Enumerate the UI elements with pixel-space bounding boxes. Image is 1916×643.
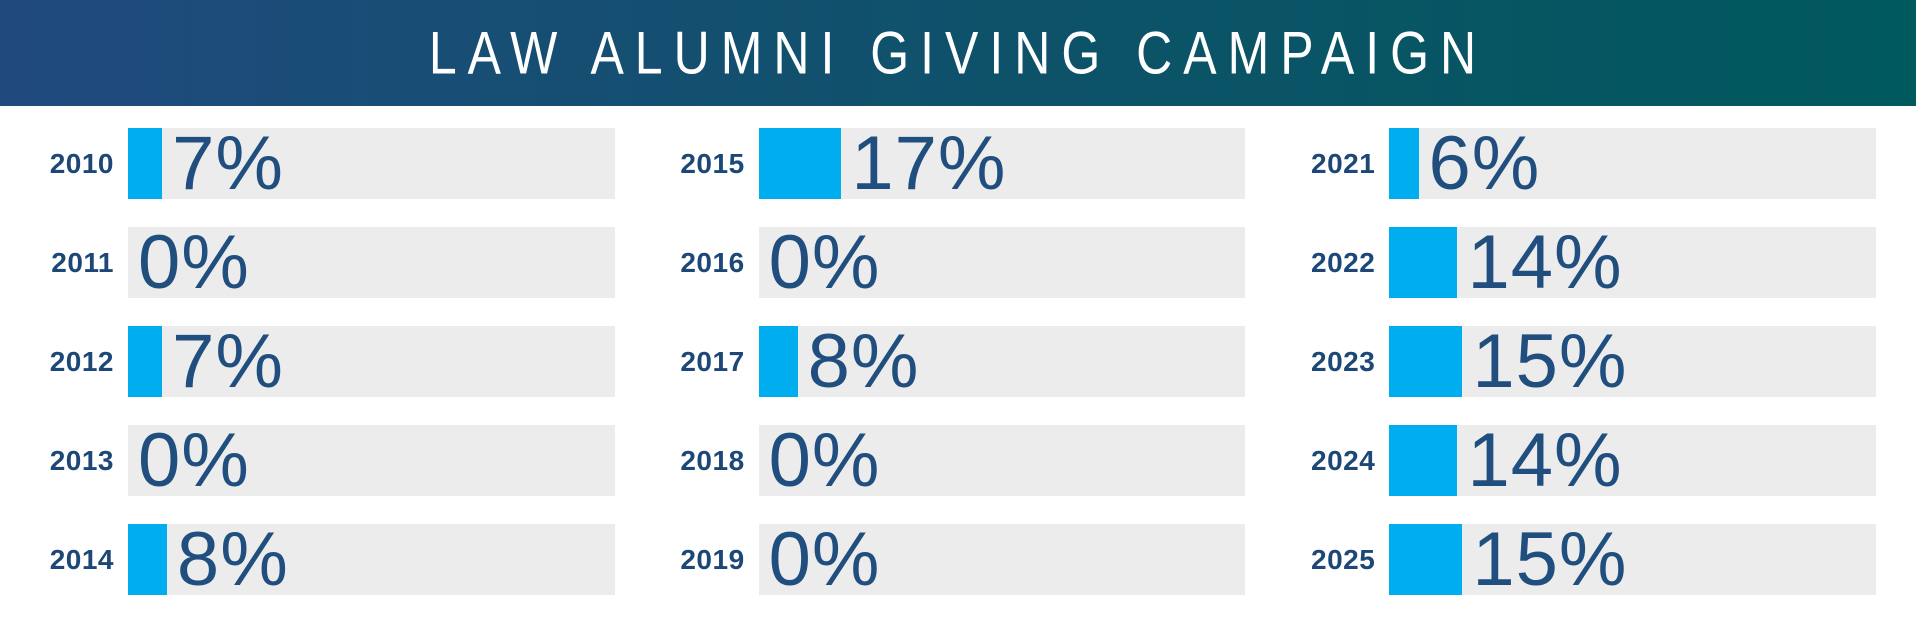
bar-fill [128, 524, 167, 595]
percent-label: 0% [138, 417, 250, 503]
year-label: 2023 [1311, 345, 1376, 377]
bar-track: 14% [1389, 417, 1876, 503]
percent-label: 14% [1467, 219, 1623, 305]
bar-row: 2023 15% [1301, 318, 1876, 404]
year-label: 2016 [680, 246, 745, 278]
percent-label: 15% [1472, 318, 1628, 404]
bar-fill [1389, 425, 1458, 496]
percent-label: 17% [851, 120, 1007, 206]
year-label: 2019 [680, 543, 745, 575]
year-label: 2013 [49, 444, 114, 476]
percent-label: 0% [768, 219, 881, 305]
bar-row: 2019 0% [671, 516, 1246, 602]
header-banner: LAW ALUMNI GIVING CAMPAIGN [0, 0, 1916, 106]
bar-track: 0% [758, 219, 1246, 305]
bar-track: 15% [1389, 516, 1876, 602]
bar-track: 8% [128, 516, 615, 602]
year-label: 2015 [680, 147, 745, 179]
percent-label: 6% [1428, 120, 1541, 206]
percent-label: 14% [1467, 417, 1623, 503]
year-label: 2014 [49, 543, 114, 575]
bar-row: 2018 0% [671, 417, 1246, 503]
bar-track: 6% [1389, 120, 1876, 206]
percent-label: 8% [176, 516, 289, 602]
bar-track: 0% [758, 516, 1246, 602]
percent-label: 7% [172, 120, 284, 206]
chart-column: 2010 7% 2011 0% 2012 7% 2013 0% 2014 8% [40, 120, 615, 623]
bar-fill [128, 326, 163, 397]
bar-row: 2014 8% [40, 516, 615, 602]
bar-fill [1389, 524, 1463, 595]
bar-track: 17% [758, 120, 1246, 206]
infographic: LAW ALUMNI GIVING CAMPAIGN 2010 7% 2011 … [0, 0, 1916, 623]
bar-track: 0% [758, 417, 1246, 503]
bar-row: 2022 14% [1301, 219, 1876, 305]
bar-row: 2016 0% [671, 219, 1246, 305]
bar-row: 2013 0% [40, 417, 615, 503]
percent-label: 0% [768, 516, 881, 602]
bar-track: 14% [1389, 219, 1876, 305]
bar-row: 2021 6% [1301, 120, 1876, 206]
page-title: LAW ALUMNI GIVING CAMPAIGN [428, 19, 1488, 87]
chart-area: 2010 7% 2011 0% 2012 7% 2013 0% 2014 8% [0, 106, 1916, 623]
bar-row: 2010 7% [40, 120, 615, 206]
percent-label: 0% [768, 417, 881, 503]
chart-column: 2015 17% 2016 0% 2017 8% 2018 0% 2019 0% [671, 120, 1246, 623]
bar-track: 0% [128, 219, 615, 305]
bar-row: 2011 0% [40, 219, 615, 305]
year-label: 2025 [1311, 543, 1376, 575]
year-label: 2018 [680, 444, 745, 476]
bar-fill [128, 128, 163, 199]
bar-row: 2024 14% [1301, 417, 1876, 503]
bar-fill [758, 326, 798, 397]
bar-track: 15% [1389, 318, 1876, 404]
percent-label: 15% [1472, 516, 1628, 602]
bar-fill [758, 128, 842, 199]
year-label: 2021 [1311, 147, 1376, 179]
year-label: 2024 [1311, 444, 1376, 476]
bar-row: 2015 17% [671, 120, 1246, 206]
bar-track: 8% [758, 318, 1246, 404]
bar-track: 0% [128, 417, 615, 503]
percent-label: 0% [138, 219, 250, 305]
bar-fill [1389, 326, 1463, 397]
percent-label: 7% [172, 318, 284, 404]
chart-column: 2021 6% 2022 14% 2023 15% 2024 14% 2025 … [1301, 120, 1876, 623]
bar-row: 2025 15% [1301, 516, 1876, 602]
year-label: 2022 [1311, 246, 1376, 278]
year-label: 2012 [49, 345, 114, 377]
bar-row: 2017 8% [671, 318, 1246, 404]
percent-label: 8% [807, 318, 920, 404]
year-label: 2017 [680, 345, 745, 377]
bar-track: 7% [128, 120, 615, 206]
year-label: 2011 [51, 246, 114, 278]
bar-fill [1389, 227, 1458, 298]
year-label: 2010 [49, 147, 114, 179]
bar-fill [1389, 128, 1419, 199]
bar-row: 2012 7% [40, 318, 615, 404]
bar-track: 7% [128, 318, 615, 404]
